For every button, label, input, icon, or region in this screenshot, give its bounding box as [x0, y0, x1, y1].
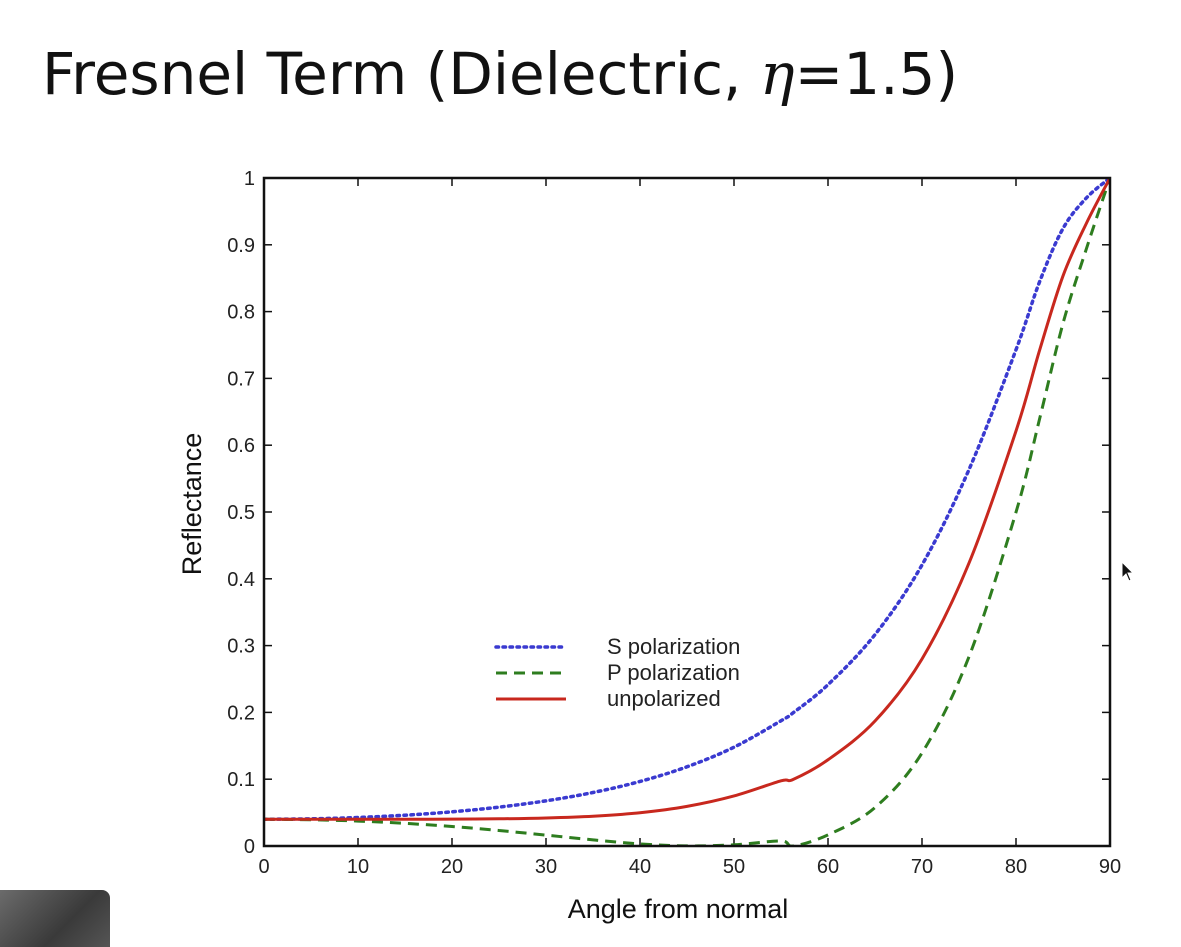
series-line-p-polarization [264, 178, 1110, 846]
y-tick-label: 0.8 [227, 302, 255, 324]
slide-title: Fresnel Term (Dielectric, η=1.5) [42, 40, 958, 108]
x-tick-label: 70 [911, 856, 933, 878]
title-suffix: =1.5) [794, 40, 959, 108]
mouse-cursor-icon [1121, 561, 1135, 582]
y-tick-label: 1 [244, 168, 255, 190]
y-tick-label: 0.5 [227, 502, 255, 524]
y-tick-label: 0.6 [227, 435, 255, 457]
y-tick-label: 0.7 [227, 368, 255, 390]
x-axis-label: Angle from normal [568, 894, 789, 924]
x-tick-label: 0 [258, 856, 269, 878]
y-tick-label: 0.1 [227, 769, 255, 791]
series-line-unpolarized [264, 178, 1110, 821]
y-tick-label: 0.2 [227, 702, 255, 724]
x-tick-label: 50 [723, 856, 745, 878]
y-tick-label: 0.9 [227, 235, 255, 257]
y-tick-label: 0.3 [227, 636, 255, 658]
x-tick-label: 40 [629, 856, 651, 878]
y-tick-label: 0.4 [227, 569, 255, 591]
plot-frame [262, 176, 1112, 848]
y-tick-label: 0 [244, 836, 255, 858]
webcam-thumbnail [0, 890, 110, 947]
x-tick-label: 20 [441, 856, 463, 878]
series-line-s-polarization [264, 178, 1110, 822]
legend-label-unpolarized: unpolarized [607, 686, 721, 711]
y-axis-label: Reflectance [177, 433, 207, 576]
legend-label-s-polarization: S polarization [607, 634, 740, 659]
x-tick-label: 90 [1099, 856, 1121, 878]
title-prefix: Fresnel Term (Dielectric, [42, 40, 760, 108]
tick-marks [263, 177, 1111, 847]
x-tick-label: 60 [817, 856, 839, 878]
x-tick-label: 10 [347, 856, 369, 878]
x-tick-label: 30 [535, 856, 557, 878]
tick-labels: 0 10 20 30 40 50 60 70 80 90 0 0.1 0.2 0.3 0.4 0.5 0.6 0.… [227, 168, 1121, 878]
legend-label-p-polarization: P polarization [607, 660, 740, 685]
x-tick-label: 80 [1005, 856, 1027, 878]
series-lines [264, 178, 1110, 846]
title-eta-symbol: η [759, 40, 795, 108]
